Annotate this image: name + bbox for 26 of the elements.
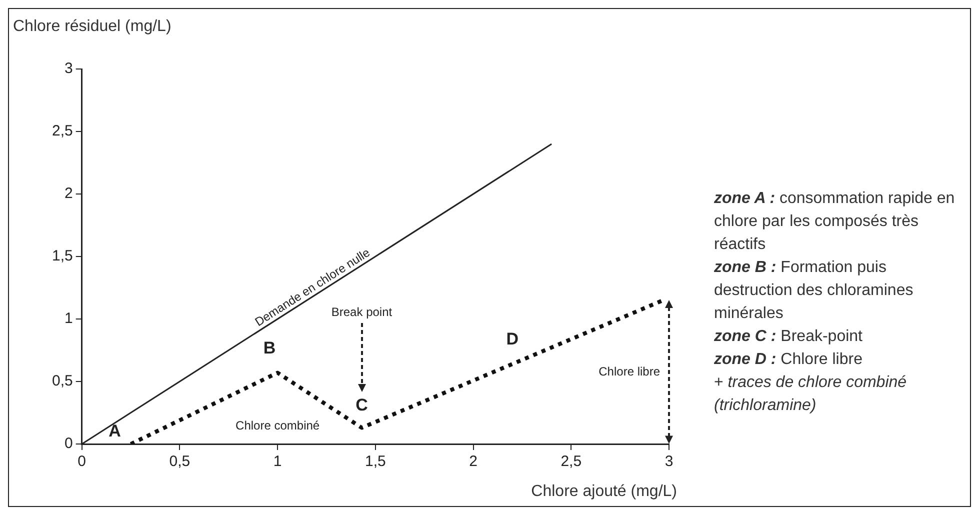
x-tick-label: 2,5 xyxy=(560,453,582,470)
annotation: B xyxy=(263,338,276,358)
y-tick-label: 3 xyxy=(64,60,73,78)
annotation: Break point xyxy=(331,305,393,320)
x-tick-label: 2 xyxy=(469,453,478,470)
text: zone C : Break-point xyxy=(714,327,864,347)
annotation: Chlore combiné xyxy=(236,418,320,432)
annotation: C xyxy=(356,395,368,414)
x-tick-label: 1,5 xyxy=(364,453,386,470)
y-tick-label: 1,5 xyxy=(52,248,73,265)
text: + traces de chlore combiné (trichloramine) xyxy=(714,374,907,414)
y-tick-label: 1 xyxy=(64,310,73,328)
y-tick-label: 2 xyxy=(64,185,73,202)
y-tick-label: 0 xyxy=(64,435,73,452)
annotation: Chlore libre xyxy=(598,364,660,378)
x-tick-label: 1 xyxy=(273,453,282,470)
x-tick-label: 0 xyxy=(78,453,86,470)
x-tick-label: 3 xyxy=(664,453,674,470)
x-tick-label: 0,5 xyxy=(169,453,190,470)
y-axis-title: Chlore résiduel (mg/L) xyxy=(13,18,172,35)
annotation: A xyxy=(108,422,121,441)
x-axis-title: Chlore ajouté (mg/L) xyxy=(531,483,677,500)
y-tick-label: 2,5 xyxy=(52,122,73,140)
text: zone D : Chlore libre xyxy=(714,350,864,370)
y-tick-label: 0,5 xyxy=(52,372,73,390)
annotation: D xyxy=(506,330,519,349)
